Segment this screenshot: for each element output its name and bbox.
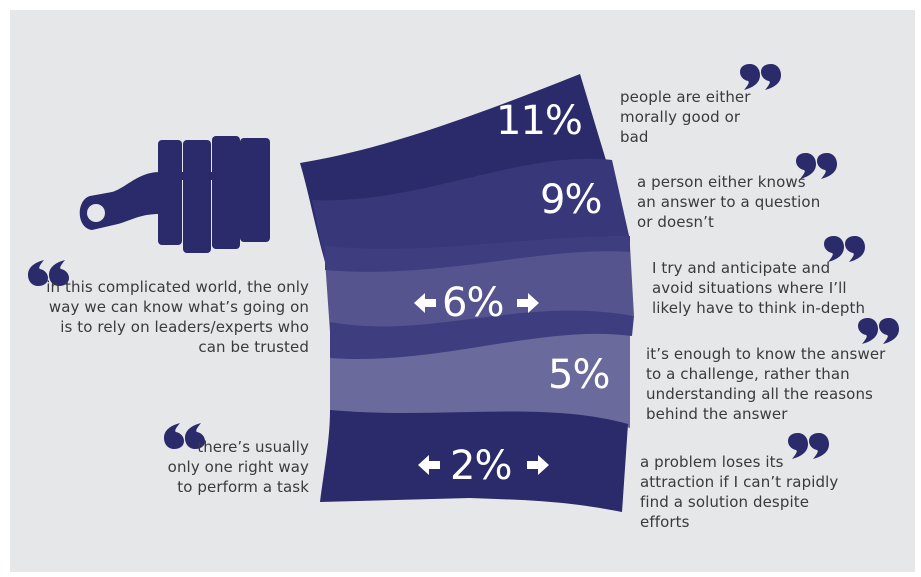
- banner-band-2: [320, 410, 628, 512]
- stat-value-6: 6%: [442, 280, 504, 326]
- arrow-right-icon: [527, 455, 549, 475]
- brush-ferrule: [160, 172, 270, 180]
- quote-mark-icon: [164, 423, 205, 449]
- brush-handle: [79, 172, 160, 230]
- stat-value-11: 11%: [496, 98, 583, 144]
- brush-bristle: [240, 138, 270, 242]
- quote-mark-icon: [740, 64, 781, 90]
- quote-text-6: I try and anticipate and avoid situation…: [652, 259, 866, 317]
- quote-mark-icon: [824, 236, 865, 262]
- arrow-left-icon: [414, 293, 436, 313]
- paint-stroke-banner: [300, 74, 634, 512]
- quote-text-9: a person either knows an answer to a que…: [637, 173, 821, 231]
- stat-value-9: 9%: [540, 177, 602, 223]
- left-quote-experts: in this complicated world, the only way …: [46, 278, 309, 356]
- quote-text-11: people are either morally good or bad: [620, 88, 751, 146]
- quote-mark-icon: [796, 153, 837, 179]
- arrow-left-icon: [418, 455, 440, 475]
- quote-text-5: it’s enough to know the answer to a chal…: [646, 345, 886, 423]
- arrow-left-icon: [414, 293, 436, 313]
- quote-text-2: a problem loses its attraction if I can’…: [640, 453, 839, 531]
- stat-value-5: 5%: [548, 352, 610, 398]
- arrow-right-icon: [527, 455, 549, 475]
- left-quote-one-way: there’s usually only one right way to pe…: [167, 438, 309, 496]
- quote-mark-icon: [28, 260, 69, 286]
- arrow-left-icon: [418, 455, 440, 475]
- banner-band-6-dark: [325, 236, 630, 272]
- brush-bristle: [158, 140, 182, 245]
- brush-bristle: [183, 140, 211, 253]
- brush-bristle: [212, 136, 240, 249]
- brush-handle-hole: [87, 204, 105, 222]
- banner-band-5-dark: [330, 310, 634, 360]
- banner-band-9: [312, 158, 630, 264]
- paint-brush-icon: [79, 136, 270, 253]
- quote-mark-icon: [788, 433, 829, 459]
- arrow-right-icon: [517, 293, 539, 313]
- stat-value-2: 2%: [450, 443, 512, 489]
- quote-mark-icon: [858, 318, 899, 344]
- arrow-right-icon: [517, 293, 539, 313]
